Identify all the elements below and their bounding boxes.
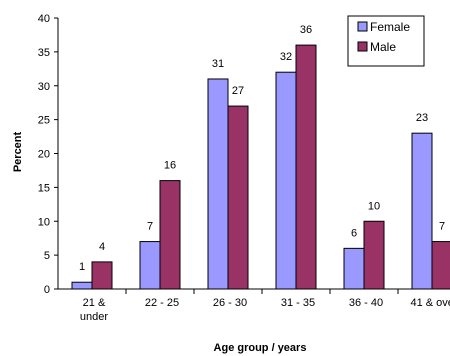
data-label: 1 (79, 261, 85, 273)
data-label: 7 (439, 221, 445, 233)
y-tick-label: 10 (38, 216, 50, 228)
bar-male (159, 180, 181, 290)
data-label: 4 (99, 241, 105, 253)
y-tick-label: 25 (38, 115, 50, 127)
data-label: 10 (368, 200, 380, 212)
y-tick-label: 0 (44, 284, 50, 296)
x-tick-label: 31 - 35 (281, 297, 315, 309)
bar-female (207, 78, 229, 290)
legend-label-male: Male (370, 40, 396, 54)
y-tick-label: 40 (38, 13, 50, 25)
y-tick-label: 35 (38, 47, 50, 59)
data-label: 16 (164, 160, 176, 172)
legend-swatch-female (357, 21, 368, 32)
data-label: 32 (280, 51, 292, 63)
legend: Female Male (347, 15, 425, 67)
data-label: 6 (351, 227, 357, 239)
bar-female (275, 71, 297, 290)
data-label: 31 (212, 58, 224, 70)
y-axis-title: Percent (12, 131, 24, 172)
bar-male (431, 241, 450, 290)
y-tick-label: 20 (38, 149, 50, 161)
data-label: 36 (300, 24, 312, 36)
bar-female (343, 247, 365, 290)
data-label: 27 (232, 85, 244, 97)
data-label: 7 (147, 221, 153, 233)
bar-male (227, 105, 249, 290)
bar-female (411, 132, 433, 290)
bar-male (295, 44, 317, 290)
x-axis-title: Age group / years (214, 342, 307, 354)
legend-swatch-male (357, 41, 368, 52)
x-tick-label: 41 & over (410, 297, 450, 309)
bar-male (363, 220, 385, 290)
plot-area: 0 5 10 15 20 25 30 35 40 21 & under 22 - 25 26 - 30 3… (38, 13, 450, 323)
legend-label-female: Female (370, 20, 410, 34)
bar-male (91, 261, 113, 290)
x-tick-label: under (80, 311, 108, 323)
y-tick-label: 15 (38, 182, 50, 194)
x-tick-label: 22 - 25 (145, 297, 179, 309)
bar-female (139, 241, 161, 290)
x-tick-label: 26 - 30 (213, 297, 247, 309)
x-tick-label: 21 & (83, 297, 106, 309)
x-tick-label: 36 - 40 (349, 297, 383, 309)
y-tick-label: 5 (44, 250, 50, 262)
y-tick-label: 30 (38, 81, 50, 93)
data-label: 23 (416, 112, 428, 124)
bar-female (71, 281, 93, 290)
